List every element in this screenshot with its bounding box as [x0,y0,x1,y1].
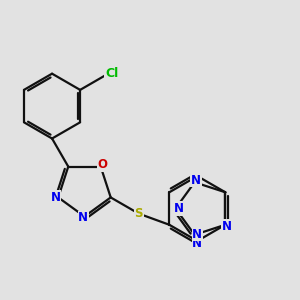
Text: N: N [191,174,201,187]
Text: O: O [98,158,108,171]
Text: N: N [192,228,202,241]
Text: N: N [50,191,61,204]
Text: N: N [78,211,88,224]
Text: N: N [222,220,232,232]
Text: S: S [134,207,143,220]
Text: N: N [192,237,202,250]
Text: Cl: Cl [105,67,118,80]
Text: N: N [174,202,184,215]
